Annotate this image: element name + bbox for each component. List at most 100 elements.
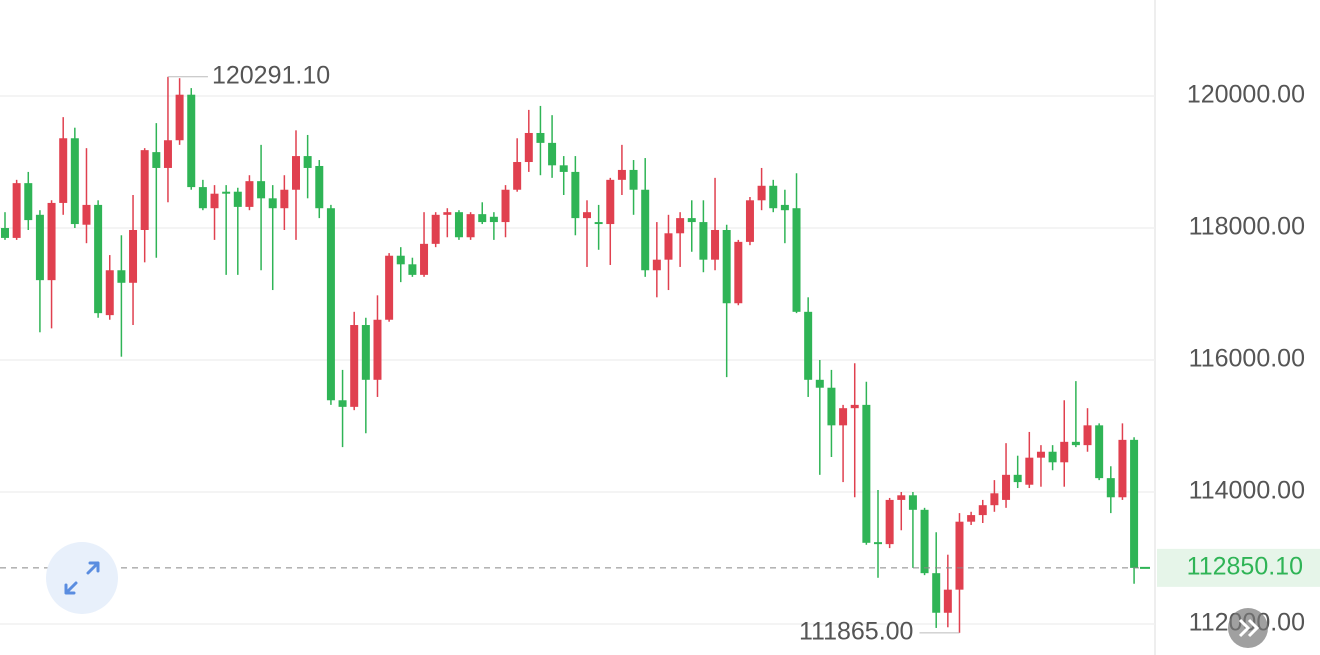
candle-body — [1002, 474, 1011, 500]
candle-body — [757, 185, 766, 201]
y-tick-label: 114000.00 — [1189, 477, 1305, 505]
expand-icon[interactable] — [64, 561, 100, 595]
overlay-icon[interactable] — [1238, 618, 1260, 638]
candle-body — [396, 255, 405, 265]
candle-body — [990, 493, 999, 506]
expand-button[interactable] — [46, 542, 118, 614]
y-tick-label: 118000.00 — [1189, 213, 1305, 241]
candle-body — [641, 189, 650, 271]
candle-body — [94, 204, 103, 314]
candle-body — [908, 495, 917, 510]
candle-body — [257, 181, 266, 199]
candle-body — [815, 379, 824, 388]
candle-body — [850, 404, 859, 409]
candle-body — [606, 179, 615, 225]
overlay-button[interactable] — [1228, 608, 1268, 648]
candle-body — [431, 214, 440, 244]
candle-body — [827, 387, 836, 426]
y-tick-label: 116000.00 — [1189, 345, 1305, 373]
candle-body — [629, 169, 638, 190]
candle-body — [1071, 441, 1080, 446]
high-annotation: 120291.10 — [212, 61, 330, 89]
candle-body — [420, 243, 429, 275]
candle-body — [466, 214, 475, 238]
candle-body — [292, 156, 300, 190]
candle-body — [315, 165, 324, 209]
candle-body — [350, 325, 359, 407]
candle-body — [548, 142, 557, 166]
candle-body — [1083, 425, 1092, 446]
expand-circle[interactable] — [46, 542, 118, 614]
candle-body — [1025, 457, 1034, 485]
candle-body — [175, 94, 184, 141]
candle-body — [210, 193, 219, 209]
candle-body — [70, 138, 79, 225]
candle-body — [699, 222, 708, 260]
candle-body — [129, 229, 138, 283]
plot: 120291.10 111865.00 — [0, 61, 1155, 646]
candle-body — [373, 319, 382, 380]
candle-body — [920, 509, 929, 574]
candle-body — [338, 400, 347, 407]
candle-body — [59, 138, 68, 203]
low-annotation: 111865.00 — [799, 618, 913, 646]
candle-body — [711, 229, 720, 260]
candle-body — [804, 311, 813, 380]
candle-body — [361, 325, 370, 380]
candle-body — [303, 156, 312, 168]
candle-body — [268, 198, 277, 209]
candle-body — [571, 171, 580, 219]
candle-body — [839, 408, 848, 426]
candle-body — [12, 183, 21, 238]
candle-body — [594, 222, 603, 225]
candle-body — [326, 208, 335, 401]
candle-body — [47, 202, 56, 281]
candle-body — [978, 505, 987, 516]
candle-body — [1060, 441, 1069, 463]
candle-body — [443, 212, 452, 215]
candle-body — [245, 181, 254, 207]
candle-body — [745, 200, 754, 242]
axis-panel — [1155, 0, 1320, 655]
candle-body — [664, 233, 673, 260]
candle-body — [874, 542, 882, 545]
candle-body — [885, 499, 894, 545]
candle-body — [1013, 474, 1022, 483]
last-price-label: 112850.10 — [1187, 552, 1303, 580]
candle-body — [1095, 425, 1104, 479]
candle-body — [734, 241, 743, 304]
candle-body — [1130, 439, 1139, 568]
candle-body — [280, 189, 289, 209]
candle-body — [1118, 439, 1127, 498]
candle-body — [1036, 451, 1045, 458]
candle-body — [454, 212, 463, 238]
candle-body — [769, 185, 778, 209]
candle-body — [583, 212, 591, 219]
candle-body — [617, 169, 626, 180]
candle-body — [967, 515, 976, 522]
candle-body — [862, 404, 871, 543]
candle-body — [1, 228, 9, 238]
candle-body — [198, 187, 207, 209]
candle-body — [780, 204, 789, 211]
candle-body — [501, 189, 510, 223]
candle-body — [152, 152, 161, 168]
candle-body — [117, 270, 126, 283]
candle-body — [1106, 478, 1115, 498]
candle-body — [82, 204, 91, 225]
candle-body — [792, 208, 801, 312]
candle-body — [652, 259, 661, 271]
candle-body — [687, 218, 696, 223]
candle-body — [187, 94, 196, 188]
candle-body — [385, 255, 394, 320]
candle-body — [140, 150, 149, 230]
candle-body — [897, 495, 906, 500]
candle-body — [676, 218, 685, 234]
candle-body — [513, 162, 522, 190]
candle-body — [524, 132, 533, 163]
candle-body — [105, 270, 114, 316]
candle-body — [478, 214, 487, 223]
candle-body — [489, 216, 498, 223]
